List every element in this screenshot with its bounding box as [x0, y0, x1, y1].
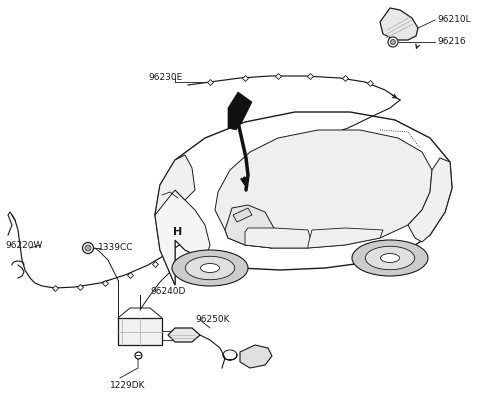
Text: 1339CC: 1339CC [98, 244, 133, 252]
Polygon shape [233, 208, 252, 222]
Text: 96220W: 96220W [5, 240, 42, 250]
Polygon shape [245, 228, 312, 248]
Text: 96250K: 96250K [195, 316, 229, 324]
Ellipse shape [365, 246, 415, 270]
Ellipse shape [381, 253, 399, 263]
Text: 96210L: 96210L [437, 15, 470, 25]
Circle shape [388, 37, 398, 47]
Ellipse shape [172, 250, 248, 286]
Polygon shape [118, 318, 162, 345]
Text: 96216: 96216 [437, 38, 466, 46]
Polygon shape [155, 112, 452, 285]
Polygon shape [228, 92, 252, 130]
Polygon shape [380, 8, 418, 40]
Polygon shape [225, 205, 275, 248]
Circle shape [85, 245, 91, 251]
Polygon shape [240, 345, 272, 368]
Ellipse shape [185, 256, 235, 280]
Polygon shape [168, 328, 200, 342]
Text: 96240D: 96240D [150, 288, 185, 297]
Polygon shape [155, 185, 210, 285]
Circle shape [83, 242, 94, 253]
Circle shape [391, 40, 396, 44]
Ellipse shape [201, 263, 219, 273]
Polygon shape [408, 158, 452, 242]
Ellipse shape [352, 240, 428, 276]
Text: H: H [173, 227, 182, 237]
Polygon shape [308, 228, 383, 248]
Polygon shape [155, 155, 195, 215]
Polygon shape [215, 130, 432, 248]
Text: 1229DK: 1229DK [110, 381, 145, 389]
Text: 96230E: 96230E [148, 74, 182, 82]
